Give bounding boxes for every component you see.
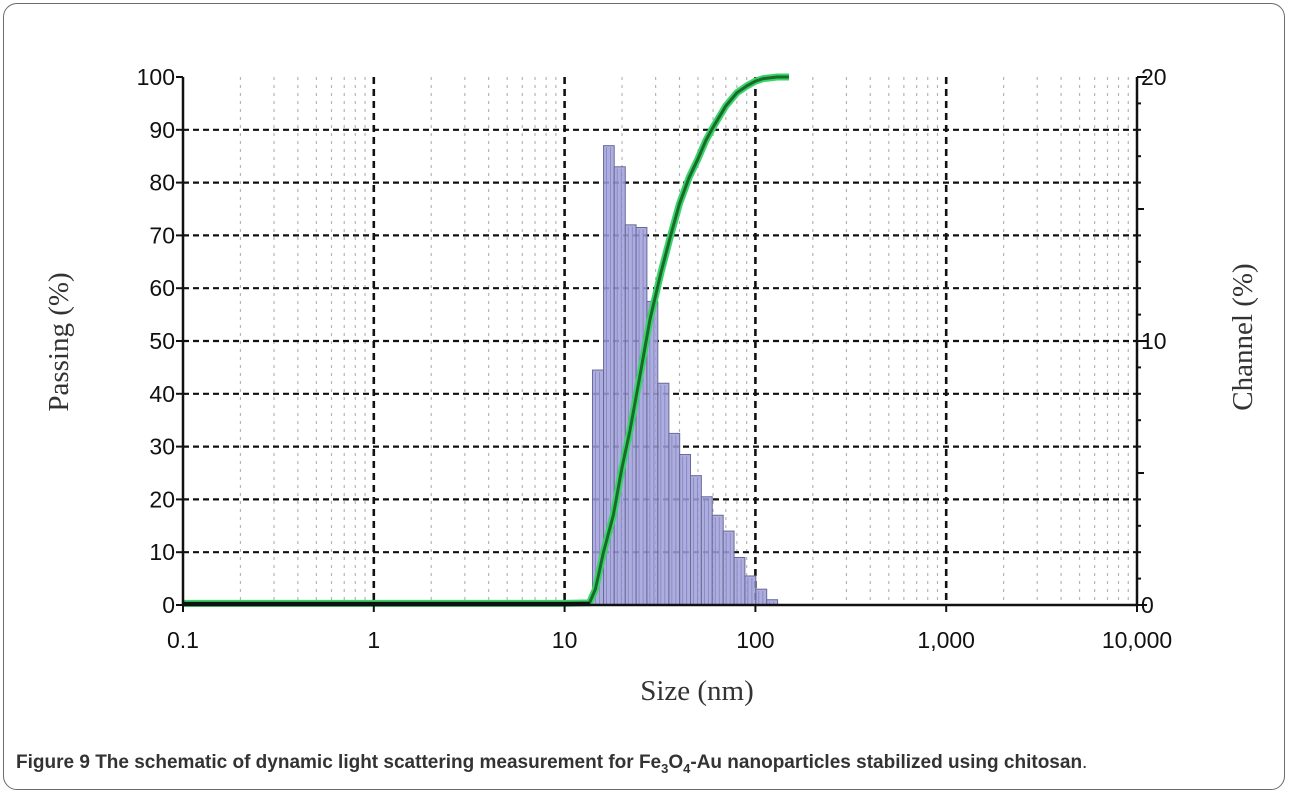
y-tick-label-left: 20 [149, 486, 175, 512]
y-tick-label-left: 60 [149, 275, 175, 301]
histogram-bar [690, 475, 702, 606]
caption-text-after: -Au nanoparticles stabilized using chito… [690, 752, 1083, 773]
y-tick-label-left: 0 [162, 592, 175, 618]
y-tick-label-left: 10 [149, 539, 175, 565]
x-tick-label: 1,000 [917, 627, 975, 653]
caption-text-before: The schematic of dynamic light scatterin… [95, 752, 662, 773]
histogram-bar [711, 514, 724, 606]
y-tick-label-left: 40 [149, 381, 175, 407]
y-tick-label-right: 20 [1141, 64, 1167, 90]
y-tick-label-left: 70 [149, 222, 175, 248]
histogram-bar [657, 382, 670, 606]
x-tick-label: 1 [367, 627, 380, 653]
y-tick-label-left: 80 [149, 170, 175, 196]
histogram-bar [668, 432, 681, 606]
histogram-bar [635, 226, 648, 606]
x-tick-label: 100 [736, 627, 774, 653]
y-tick-label-right: 10 [1141, 328, 1167, 354]
histogram-bar [679, 454, 692, 606]
caption-sub2: 4 [683, 760, 691, 776]
y-axis-label-left: Passing (%) [43, 272, 75, 411]
y-tick-label-left: 50 [149, 328, 175, 354]
histogram-bar [722, 530, 735, 606]
histogram-bar [613, 166, 626, 606]
histogram-bars [591, 145, 779, 606]
histogram-bar [733, 556, 746, 606]
y-tick-label-left: 90 [149, 117, 175, 143]
caption-period: . [1082, 752, 1088, 773]
histogram-bar [700, 496, 713, 606]
x-tick-label: 10,000 [1102, 627, 1172, 653]
cumulative-curve [183, 75, 789, 605]
tick-labels: 0.1 1 10 100 1,000 10,00001020304050607080901… [137, 64, 1173, 653]
figure-caption: Figure 9 The schematic of dynamic light … [16, 752, 1276, 776]
caption-label: Figure 9 [16, 752, 90, 773]
cumulative-curves [183, 73, 789, 607]
y-tick-label-right: 0 [1141, 592, 1154, 618]
caption-sub1: 3 [661, 760, 669, 776]
major-gridlines [183, 77, 1137, 605]
x-tick-label: 0.1 [167, 627, 199, 653]
y-tick-label-left: 100 [137, 64, 175, 90]
histogram-bar [744, 575, 757, 606]
axes [176, 76, 1147, 612]
histogram-bar [755, 588, 768, 606]
x-tick-label: 10 [552, 627, 578, 653]
x-axis-label: Size (nm) [640, 675, 754, 707]
dls-chart: 0.1 1 10 100 1,000 10,00001020304050607080901… [43, 64, 1259, 707]
y-axis-label-right: Channel (%) [1227, 263, 1259, 410]
caption-text-mid1: O [668, 752, 684, 773]
y-tick-label-left: 30 [149, 434, 175, 460]
